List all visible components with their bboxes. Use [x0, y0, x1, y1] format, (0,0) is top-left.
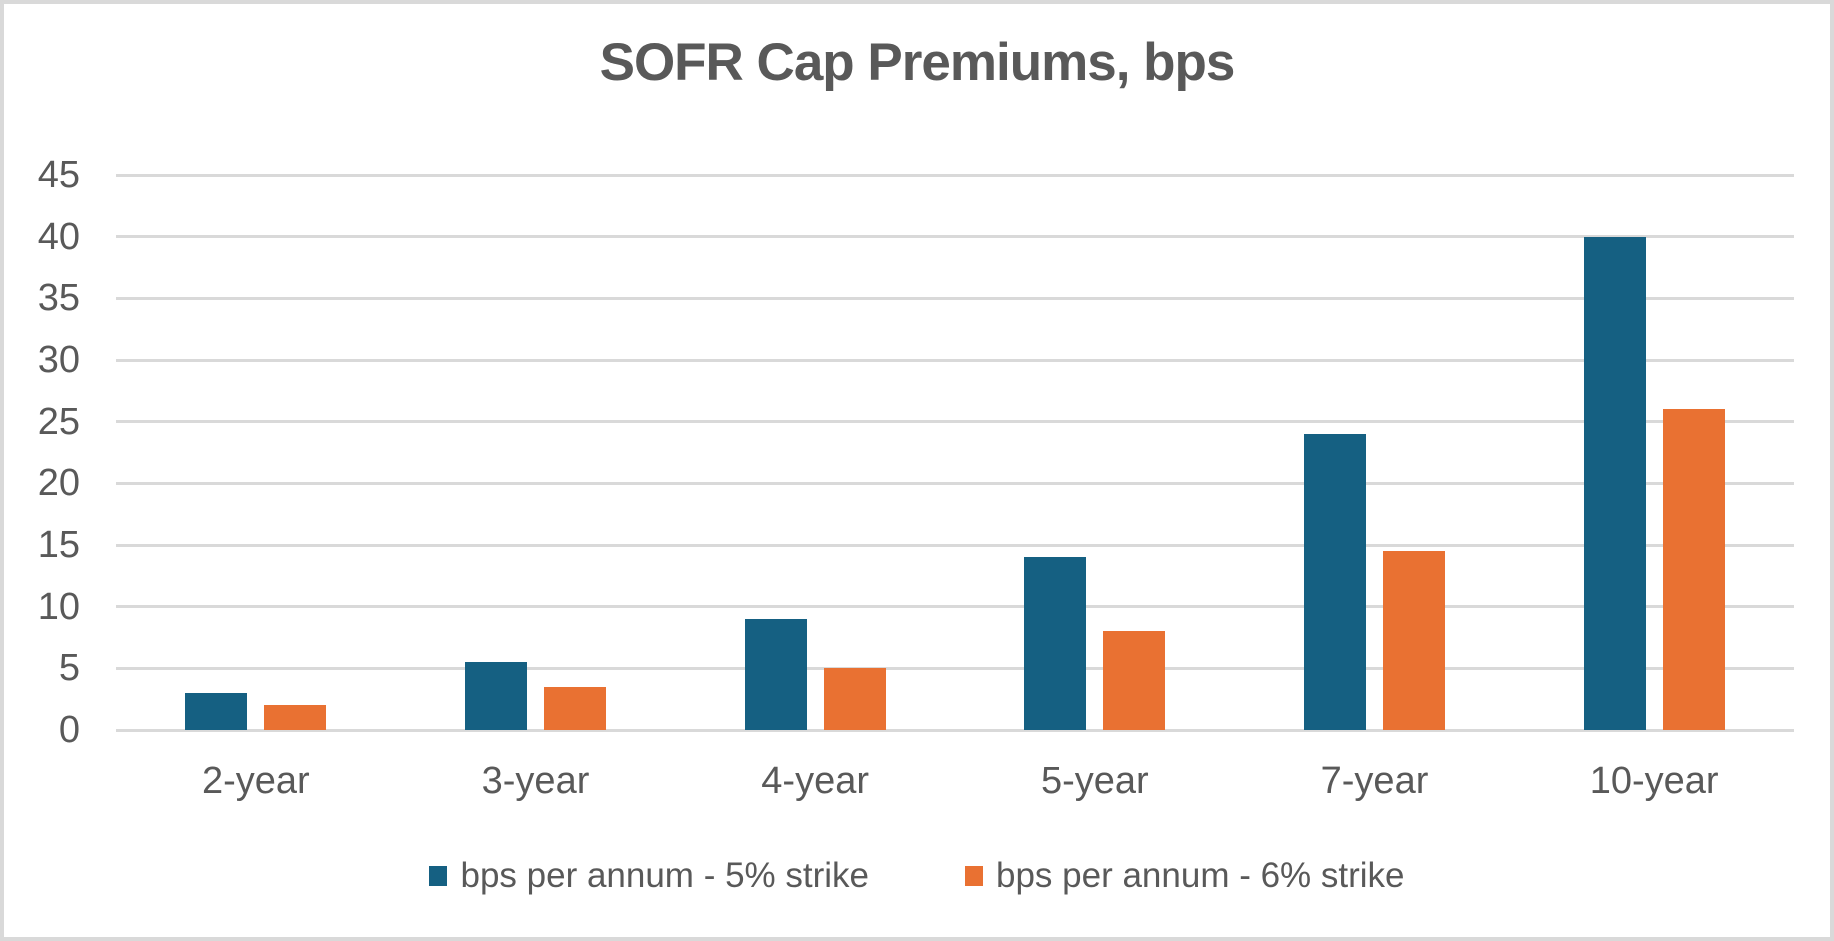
bar-series1-3-year — [465, 662, 527, 730]
y-axis-tick-label: 45 — [37, 154, 80, 196]
gridline — [116, 481, 1794, 485]
plot-area: 0 5 10 15 20 25 30 35 40 45 2-year 3-year 4-year 5-ye… — [4, 4, 1830, 937]
legend-label: bps per annum - 6% strike — [996, 856, 1405, 895]
gridline — [116, 235, 1794, 239]
y-axis-tick-label: 5 — [58, 647, 80, 690]
legend-label: bps per annum - 5% strike — [460, 856, 869, 895]
gridline — [116, 296, 1794, 300]
bar-series1-4-year — [744, 619, 807, 730]
x-axis-category-label: 3-year — [481, 760, 590, 802]
bar-series2-2-year — [264, 705, 327, 730]
bar-series2-5-year — [1103, 631, 1166, 730]
gridline — [116, 173, 1794, 177]
x-axis-category-label: 5-year — [1040, 760, 1149, 802]
legend-item: bps per annum - 5% strike — [429, 856, 869, 896]
bar-series2-4-year — [823, 668, 886, 730]
x-axis-category-label: 7-year — [1320, 760, 1429, 802]
x-axis-category-label: 10-year — [1589, 760, 1719, 802]
x-axis-category-label: 4-year — [761, 760, 870, 802]
bar-series2-3-year — [544, 686, 606, 730]
bar-series1-5-year — [1024, 557, 1087, 730]
y-axis-tick-label: 20 — [37, 462, 80, 505]
chart-title: SOFR Cap Premiums, bps — [599, 33, 1236, 92]
x-axis-category-label: 2-year — [201, 760, 310, 802]
bar-series1-7-year — [1304, 434, 1366, 730]
legend-marker-series2 — [965, 866, 983, 886]
bar-series2-7-year — [1383, 551, 1445, 730]
gridline — [116, 420, 1794, 424]
bar-series1-2-year — [185, 693, 248, 730]
y-axis-tick-label: 40 — [37, 215, 80, 258]
y-axis-tick-label: 10 — [37, 585, 80, 628]
gridline — [116, 358, 1794, 362]
bar-series2-10-year — [1662, 409, 1725, 730]
gridline — [116, 666, 1794, 670]
gridline — [116, 605, 1794, 609]
legend: bps per annum - 5% strike bps per annum -… — [4, 856, 1830, 896]
y-axis-tick-label: 35 — [37, 277, 80, 320]
y-axis-tick-label: 15 — [37, 524, 80, 566]
y-axis-tick-label: 30 — [37, 339, 80, 381]
gridline — [116, 543, 1794, 547]
legend-marker-series1 — [429, 866, 448, 886]
y-axis-tick-label: 25 — [37, 400, 80, 443]
gridline — [116, 728, 1794, 732]
legend-item: bps per annum - 6% strike — [965, 856, 1405, 896]
y-axis-tick-label: 0 — [58, 709, 80, 751]
bar-series1-10-year — [1583, 236, 1646, 730]
